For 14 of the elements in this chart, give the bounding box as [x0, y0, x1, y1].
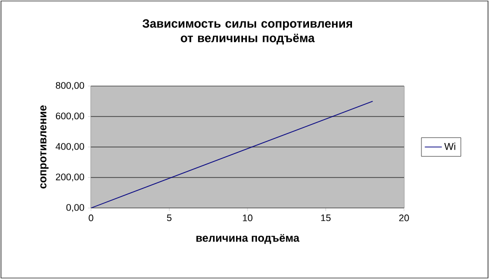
y-tick-label: 0,00 — [66, 204, 84, 212]
y-tick-label: 600,00 — [56, 112, 84, 120]
x-tick-label: 20 — [399, 214, 409, 222]
y-axis-title: сопротивление — [40, 105, 49, 189]
y-tick-label: 800,00 — [56, 82, 84, 90]
legend-label: Wi — [444, 142, 456, 150]
x-axis-title: величина подъёма — [196, 234, 300, 244]
x-tick-label: 5 — [166, 214, 172, 222]
x-tick-label: 15 — [321, 214, 331, 222]
x-tick-label: 10 — [242, 214, 252, 222]
chart-title: Зависимость силы сопротивления от величины подъёма — [142, 19, 352, 45]
x-tick-label: 0 — [88, 214, 94, 222]
y-tick-label: 200,00 — [56, 174, 84, 182]
y-tick-label: 400,00 — [56, 143, 84, 151]
